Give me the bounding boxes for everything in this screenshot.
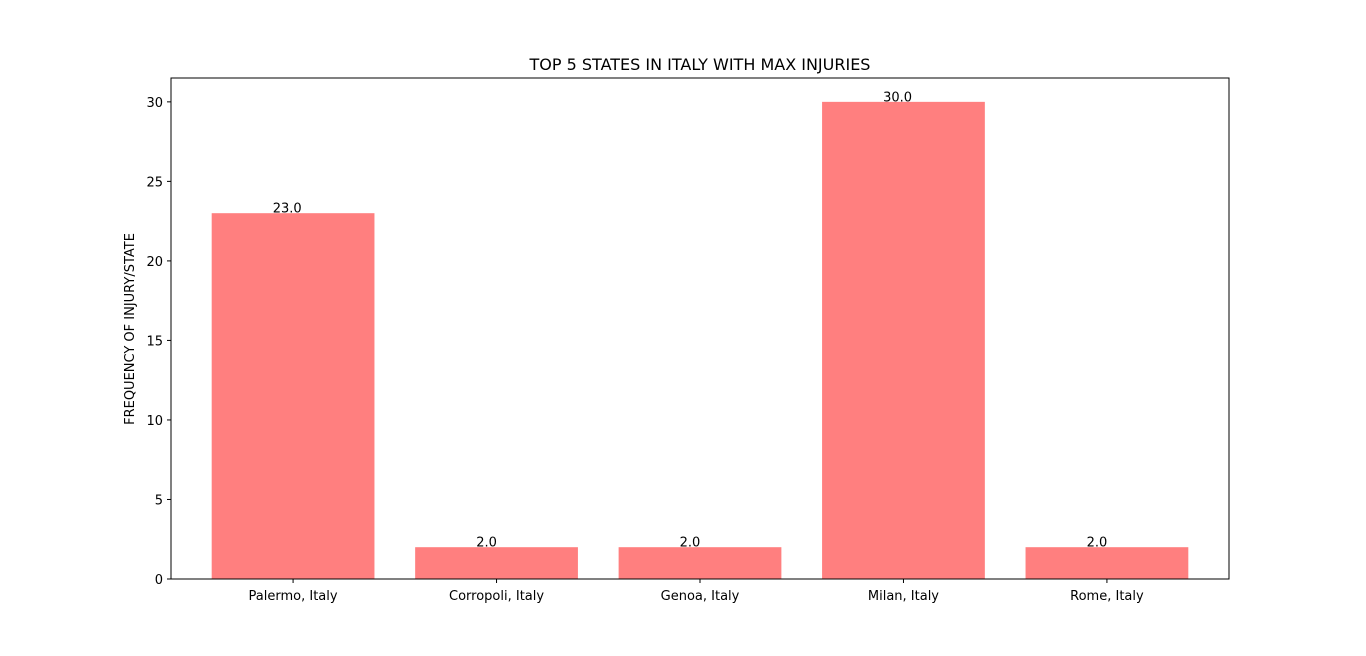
y-tick-label: 20 [146,255,163,270]
x-tick-label: Genoa, Italy [661,589,740,604]
data-label-corropoli-italy: 2.0 [476,536,497,551]
x-tick-label: Corropoli, Italy [449,589,544,604]
bar-milan-italy [822,101,985,579]
y-tick-label: 5 [155,493,163,508]
bar-genoa-italy [618,547,782,579]
y-tick-label: 15 [146,334,163,349]
chart-title: TOP 5 STATES IN ITALY WITH MAX INJURIES [529,55,871,74]
bar-corropoli-italy [415,547,578,579]
data-label-milan-italy: 30.0 [883,90,912,105]
ticks-layer: Palermo, Italy Corropoli, Italy Genoa, Ita… [146,96,1144,604]
data-label-genoa-italy: 2.0 [680,536,701,551]
plot-frame [170,77,1230,580]
x-tick-label: Palermo, Italy [249,589,338,604]
y-axis-label: FREQUENCY OF INJURY/STATE [123,233,138,425]
x-tick-label: Milan, Italy [868,589,939,604]
y-tick-label: 0 [155,573,163,588]
x-tick-label: Rome, Italy [1070,589,1144,604]
y-tick-label: 10 [146,414,163,429]
data-label-rome-italy: 2.0 [1087,536,1108,551]
data-label-palermo-italy: 23.0 [273,202,302,217]
data-labels-layer: 23.0 2.0 2.0 30.0 2.0 [273,90,1108,550]
y-tick-label: 30 [146,96,163,111]
bar-palermo-italy [211,213,375,579]
bar-rome-italy [1025,547,1189,579]
bars-layer [211,101,1189,579]
y-tick-label: 25 [146,175,163,190]
